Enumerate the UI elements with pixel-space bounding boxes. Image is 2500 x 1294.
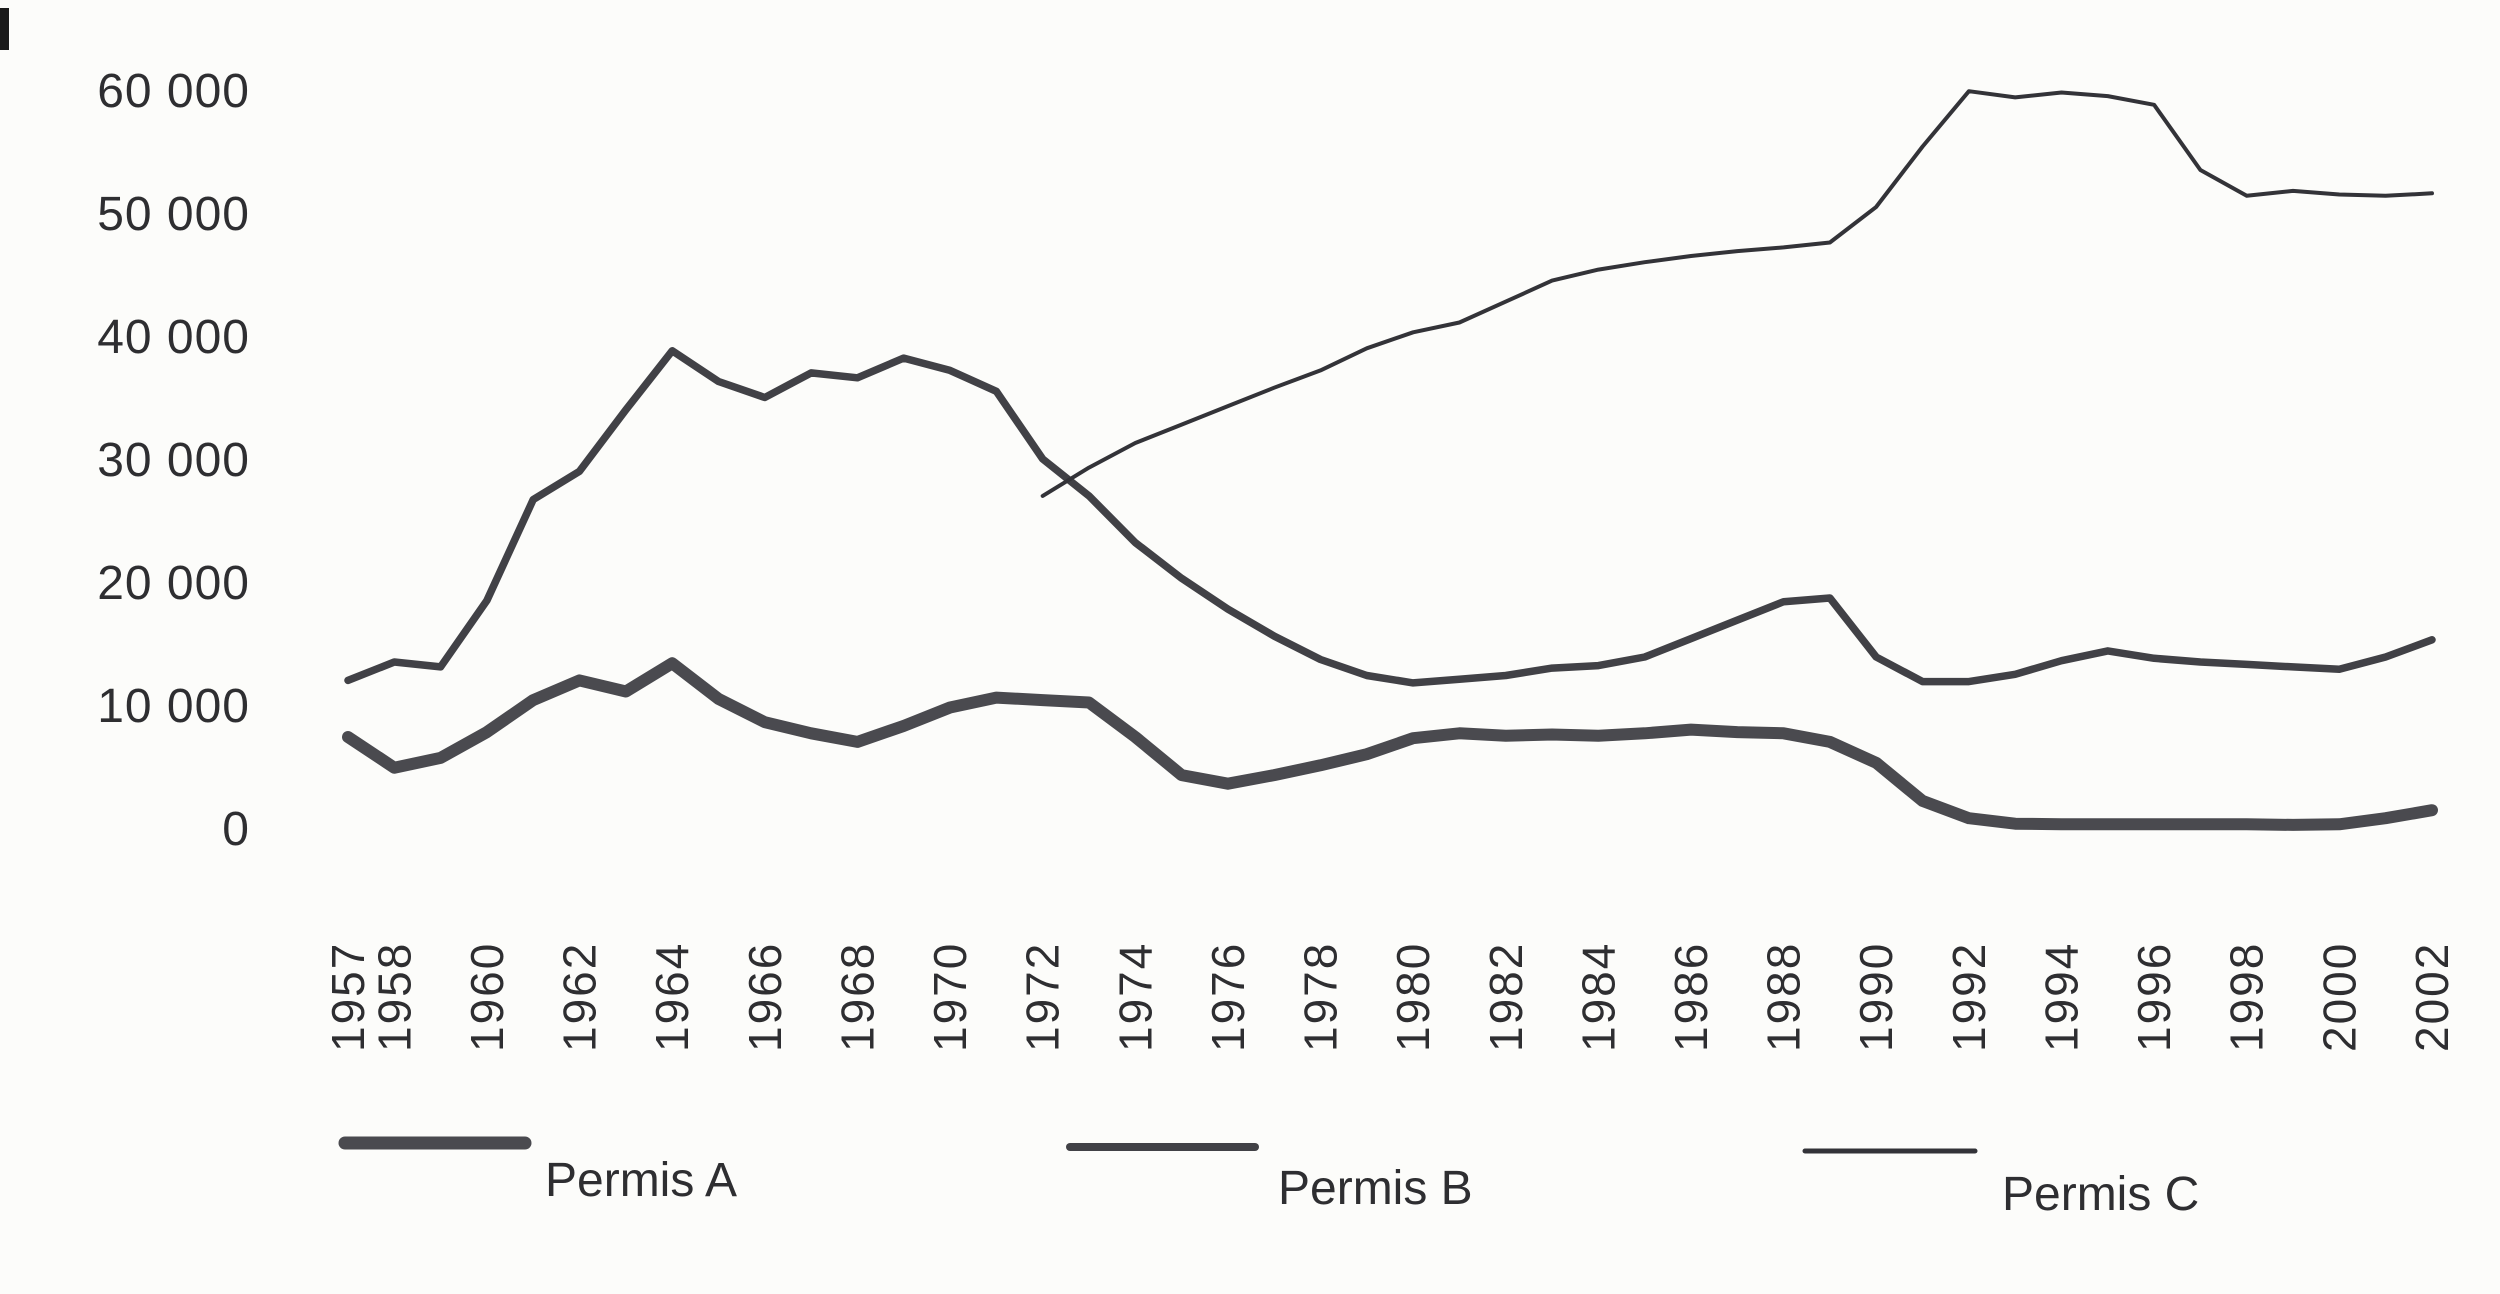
x-axis-tick-label: 2000 bbox=[2313, 942, 2365, 1052]
y-axis-tick-label: 0 bbox=[222, 803, 250, 856]
x-axis-tick-label: 1962 bbox=[554, 942, 606, 1052]
x-axis-tick-label: 1984 bbox=[1572, 942, 1624, 1052]
x-axis-tick-label: 1966 bbox=[739, 942, 791, 1052]
x-axis-tick-label: 1990 bbox=[1850, 942, 1902, 1052]
series-line-permis-a bbox=[342, 657, 2438, 831]
y-axis-tick-label: 60 000 bbox=[97, 65, 250, 118]
x-axis-tick-label: 1992 bbox=[1943, 942, 1995, 1052]
y-axis-tick-label: 40 000 bbox=[97, 311, 250, 364]
x-axis-tick-label: 1978 bbox=[1295, 942, 1347, 1052]
series-line-permis-c bbox=[1040, 89, 2434, 498]
x-axis-tick-label: 1996 bbox=[2128, 942, 2180, 1052]
x-axis-tick-label: 1998 bbox=[2221, 942, 2273, 1052]
y-axis-tick-label: 50 000 bbox=[97, 188, 250, 241]
x-axis-tick-label: 1974 bbox=[1109, 942, 1161, 1052]
x-axis-tick-label: 1970 bbox=[924, 942, 976, 1052]
legend-label-permis-a: Permis A bbox=[545, 1154, 737, 1207]
x-axis-tick-label: 1968 bbox=[831, 942, 883, 1052]
x-axis-tick-label: 1976 bbox=[1202, 942, 1254, 1052]
x-axis-tick-label: 1980 bbox=[1387, 942, 1439, 1052]
x-axis-tick-label: 1988 bbox=[1758, 942, 1810, 1052]
y-axis-tick-label: 10 000 bbox=[97, 680, 250, 733]
x-axis-tick-label: 1958 bbox=[368, 942, 420, 1052]
scan-artifact bbox=[0, 8, 9, 50]
x-axis-tick-label: 1964 bbox=[646, 942, 698, 1052]
legend-label-permis-c: Permis C bbox=[2002, 1168, 2199, 1221]
legend-label-permis-b: Permis B bbox=[1278, 1162, 1473, 1215]
x-axis-tick-label: 1972 bbox=[1017, 942, 1069, 1052]
x-axis-tick-label: 1960 bbox=[461, 942, 513, 1052]
x-axis-tick-label: 1986 bbox=[1665, 942, 1717, 1052]
x-axis-tick-label: 1982 bbox=[1480, 942, 1532, 1052]
x-axis-tick-label: 1994 bbox=[2035, 942, 2087, 1052]
series-line-permis-b bbox=[344, 347, 2436, 687]
y-axis-tick-label: 20 000 bbox=[97, 557, 250, 610]
x-axis-tick-label: 2002 bbox=[2406, 942, 2458, 1052]
y-axis-tick-label: 30 000 bbox=[97, 434, 250, 487]
x-axis-tick-label: 1957 bbox=[322, 942, 374, 1052]
